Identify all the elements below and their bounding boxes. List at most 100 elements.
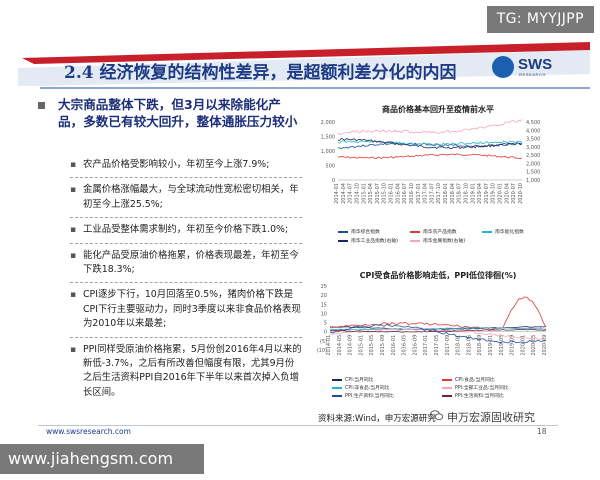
x-tick-label: 2020-01 xyxy=(498,183,504,204)
bullet-item: CPI逐步下行，10月回落至0.5%，猪肉价格下跌是CPI下行主要驱动力，同时3… xyxy=(70,288,302,331)
x-tick-label: 2020-09 xyxy=(542,335,548,356)
page-number: 18 xyxy=(537,427,547,436)
x-tick-label: 2018-07 xyxy=(457,183,463,204)
x-tick-label: 2020-05 xyxy=(531,335,537,356)
series-line xyxy=(329,328,547,333)
x-tick-label: 2015-05 xyxy=(369,335,375,356)
x-tick-label: 2017-09 xyxy=(445,335,451,356)
x-tick-label: 2014-05 xyxy=(337,335,343,356)
legend-swatch xyxy=(442,394,452,397)
legend-swatch xyxy=(410,230,420,233)
x-tick-label: 2019-01 xyxy=(470,183,476,204)
x-tick-label: 2016-01 xyxy=(391,335,397,356)
logo-mark-icon xyxy=(492,56,514,78)
legend-label: CPI:非食品:当月同比 xyxy=(345,386,390,391)
legend-swatch xyxy=(442,386,452,389)
legend-swatch xyxy=(332,386,342,389)
chart1-title: 商品价格基本回升至疫情前水平 xyxy=(382,105,494,114)
y-tick-label: 15 xyxy=(321,302,327,308)
y-tick-label: 20 xyxy=(321,293,327,299)
x-tick-label: 2019-10 xyxy=(491,183,497,204)
series-line xyxy=(337,137,523,150)
legend-label: PPI:生活资料:当月同比 xyxy=(455,394,504,399)
sws-logo: SWS RESEARCH xyxy=(492,56,562,80)
series-line xyxy=(329,296,547,330)
wechat-account-label: 申万宏源固收研究 xyxy=(444,408,538,426)
legend-label: PPI:全部工业品:当月同比 xyxy=(455,386,509,391)
x-tick-label: 2016-10 xyxy=(409,183,415,204)
divider xyxy=(70,177,302,179)
legend-swatch xyxy=(338,239,348,242)
footer-divider xyxy=(38,425,558,426)
series-line xyxy=(337,140,523,146)
x-tick-label: 2017-07 xyxy=(429,183,435,204)
x-tick-label: 2019-01 xyxy=(488,335,494,356)
x-tick-label: 2016-05 xyxy=(402,335,408,356)
logo-subtext: RESEARCH xyxy=(519,72,547,77)
x-tick-label: 2016-07 xyxy=(402,183,408,204)
y-tick-label: 1,000 xyxy=(321,149,335,155)
logo-text: SWS xyxy=(518,56,553,73)
y2-tick-label: 3,000 xyxy=(526,145,540,151)
x-tick-label: 2014-10 xyxy=(354,183,360,204)
bullet-list: 农产品价格受影响较小，年初至今上涨7.9%; 金属价格涨幅最大，与全球流动性宽松… xyxy=(70,158,302,400)
y2-tick-label: 2,000 xyxy=(526,161,540,167)
x-tick-label: 2020-01 xyxy=(520,335,526,356)
x-tick-label: 2020-10 xyxy=(518,183,524,204)
bullet-item: PPI同样受原油价格拖累，5月份创2016年4月以来的新低-3.7%，之后有所改… xyxy=(70,343,302,401)
x-tick-label: 2017-01 xyxy=(423,335,429,356)
legend-item: PPI:生产资料:当月同比 xyxy=(332,392,394,399)
y-tick-label: (10) xyxy=(317,348,327,354)
legend-label: 南华工业品指数(右轴) xyxy=(351,239,398,244)
legend-item: 南华金属指数(右轴) xyxy=(410,237,465,244)
y2-tick-label: 1,000 xyxy=(526,178,540,184)
legend-item: 南华能化指数 xyxy=(482,228,524,235)
x-tick-label: 2015-09 xyxy=(380,335,386,356)
x-tick-label: 2018-04 xyxy=(450,183,456,204)
legend-swatch xyxy=(332,378,342,381)
legend-item: PPI:全部工业品:当月同比 xyxy=(442,384,509,391)
y-tick-label: 0 xyxy=(332,178,335,184)
y-tick-label: (5) xyxy=(320,339,327,345)
divider xyxy=(70,242,302,244)
headline-bullet-icon xyxy=(38,102,45,109)
divider xyxy=(70,336,302,338)
x-tick-label: 2018-01 xyxy=(456,335,462,356)
bullet-item: 金属价格涨幅最大，与全球流动性宽松密切相关，年初至今上涨25.5%; xyxy=(70,183,302,212)
legend-swatch xyxy=(332,394,342,397)
x-tick-label: 2015-01 xyxy=(361,183,367,204)
x-tick-label: 2017-10 xyxy=(436,183,442,204)
y2-tick-label: 1,500 xyxy=(526,170,540,176)
y-tick-label: 10 xyxy=(321,311,327,317)
bullet-item: 农产品价格受影响较小，年初至今上涨7.9%; xyxy=(70,158,302,173)
series-line xyxy=(337,119,523,135)
y2-tick-label: 2,500 xyxy=(526,153,540,159)
y-tick-label: 5 xyxy=(324,321,327,327)
x-tick-label: 2016-09 xyxy=(412,335,418,356)
x-tick-label: 2018-05 xyxy=(466,335,472,356)
legend-item: CPI:食品:当月同比 xyxy=(442,376,495,383)
x-tick-label: 2017-04 xyxy=(423,183,429,204)
x-tick-label: 2017-05 xyxy=(434,335,440,356)
legend-swatch xyxy=(442,378,452,381)
legend-item: 南华农产品指数 xyxy=(410,228,457,235)
legend-item: 南华综合指数 xyxy=(338,228,380,235)
watermark-top: TG: MYYJJPP xyxy=(486,6,594,33)
legend-swatch xyxy=(410,239,420,242)
legend-item: CPI:当月同比 xyxy=(332,376,373,383)
legend-item: CPI:非食品:当月同比 xyxy=(332,384,389,391)
legend-label: 南华能化指数 xyxy=(495,230,524,235)
footer-url[interactable]: www.swsresearch.com xyxy=(46,427,131,436)
legend-item: 南华工业品指数(右轴) xyxy=(338,237,398,244)
chart2-title: CPI受食品价格影响走低，PPI低位徘徊(%) xyxy=(359,271,517,280)
y2-tick-label: 4,000 xyxy=(526,128,540,134)
y2-tick-label: 3,500 xyxy=(526,137,540,143)
x-tick-label: 2018-01 xyxy=(443,183,449,204)
x-tick-label: 2014-07 xyxy=(348,183,354,204)
x-tick-label: 2016-04 xyxy=(395,183,401,204)
legend-item: PPI:生活资料:当月同比 xyxy=(442,392,504,399)
x-tick-label: 2018-10 xyxy=(463,183,469,204)
series-line xyxy=(337,153,523,160)
divider xyxy=(70,282,302,284)
x-tick-label: 2015-04 xyxy=(368,183,374,204)
